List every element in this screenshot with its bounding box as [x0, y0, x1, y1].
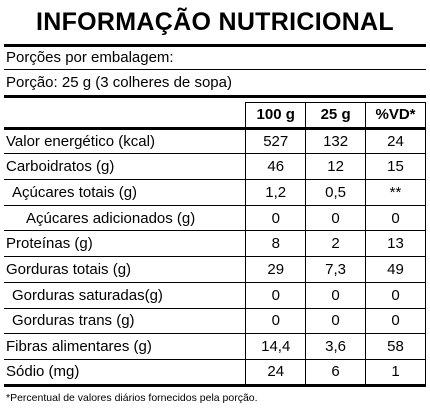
nutrition-table: 100 g 25 g %VD* Valor energético (kcal) … — [4, 102, 426, 387]
value-25g: 6 — [305, 359, 367, 387]
value-25g: 132 — [305, 128, 367, 155]
value-25g: 0 — [305, 205, 367, 232]
value-25g: 0,5 — [305, 179, 367, 206]
value-100g: 0 — [245, 282, 307, 309]
value-25g: 2 — [305, 230, 367, 258]
header-blank — [4, 102, 246, 130]
value-25g: 0 — [305, 282, 367, 309]
row-label: Gorduras saturadas(g) — [4, 282, 246, 309]
value-25g: 7,3 — [305, 256, 367, 283]
row-label: Açúcares adicionados (g) — [4, 205, 246, 232]
portions-per-package: Porções por embalagem: — [4, 46, 426, 70]
value-100g: 8 — [245, 230, 307, 258]
value-100g: 0 — [245, 308, 307, 335]
value-100g: 14,4 — [245, 333, 307, 360]
table-row: Gorduras trans (g) 0 0 0 — [4, 308, 426, 335]
value-100g: 1,2 — [245, 179, 307, 206]
value-vd: 13 — [365, 230, 426, 258]
value-100g: 46 — [245, 153, 307, 181]
value-vd: 24 — [365, 128, 426, 155]
row-label: Gorduras totais (g) — [4, 256, 246, 283]
row-label: Sódio (mg) — [4, 359, 246, 387]
row-label: Carboidratos (g) — [4, 153, 246, 181]
value-vd: 0 — [365, 282, 426, 309]
table-row: Gorduras saturadas(g) 0 0 0 — [4, 282, 426, 309]
row-label: Valor energético (kcal) — [4, 128, 246, 155]
table-row: Fibras alimentares (g) 14,4 3,6 58 — [4, 333, 426, 360]
value-vd: 49 — [365, 256, 426, 283]
table-row: Proteínas (g) 8 2 13 — [4, 230, 426, 258]
row-label: Proteínas (g) — [4, 230, 246, 258]
header-25g: 25 g — [305, 102, 367, 130]
row-label: Açúcares totais (g) — [4, 179, 246, 206]
portion-size: Porção: 25 g (3 colheres de sopa) — [4, 71, 426, 98]
value-vd: 15 — [365, 153, 426, 181]
footnote: *Percentual de valores diários fornecido… — [6, 392, 258, 404]
value-25g: 3,6 — [305, 333, 367, 360]
value-100g: 24 — [245, 359, 307, 387]
table-row: Açúcares totais (g) 1,2 0,5 ** — [4, 179, 426, 206]
table-row: Gorduras totais (g) 29 7,3 49 — [4, 256, 426, 283]
value-25g: 0 — [305, 308, 367, 335]
value-vd: ** — [365, 179, 426, 206]
value-100g: 29 — [245, 256, 307, 283]
header-100g: 100 g — [245, 102, 307, 130]
panel-title: INFORMAÇÃO NUTRICIONAL — [4, 0, 426, 47]
value-vd: 0 — [365, 308, 426, 335]
value-vd: 1 — [365, 359, 426, 387]
table-row: Carboidratos (g) 46 12 15 — [4, 153, 426, 181]
row-label: Gorduras trans (g) — [4, 308, 246, 335]
header-vd: %VD* — [365, 102, 426, 130]
value-vd: 0 — [365, 205, 426, 232]
table-row: Sódio (mg) 24 6 1 — [4, 359, 426, 387]
value-25g: 12 — [305, 153, 367, 181]
value-100g: 527 — [245, 128, 307, 155]
table-row: Valor energético (kcal) 527 132 24 — [4, 128, 426, 155]
row-label: Fibras alimentares (g) — [4, 333, 246, 360]
header-row: 100 g 25 g %VD* — [4, 102, 426, 130]
value-vd: 58 — [365, 333, 426, 360]
value-100g: 0 — [245, 205, 307, 232]
table-row: Açúcares adicionados (g) 0 0 0 — [4, 205, 426, 232]
